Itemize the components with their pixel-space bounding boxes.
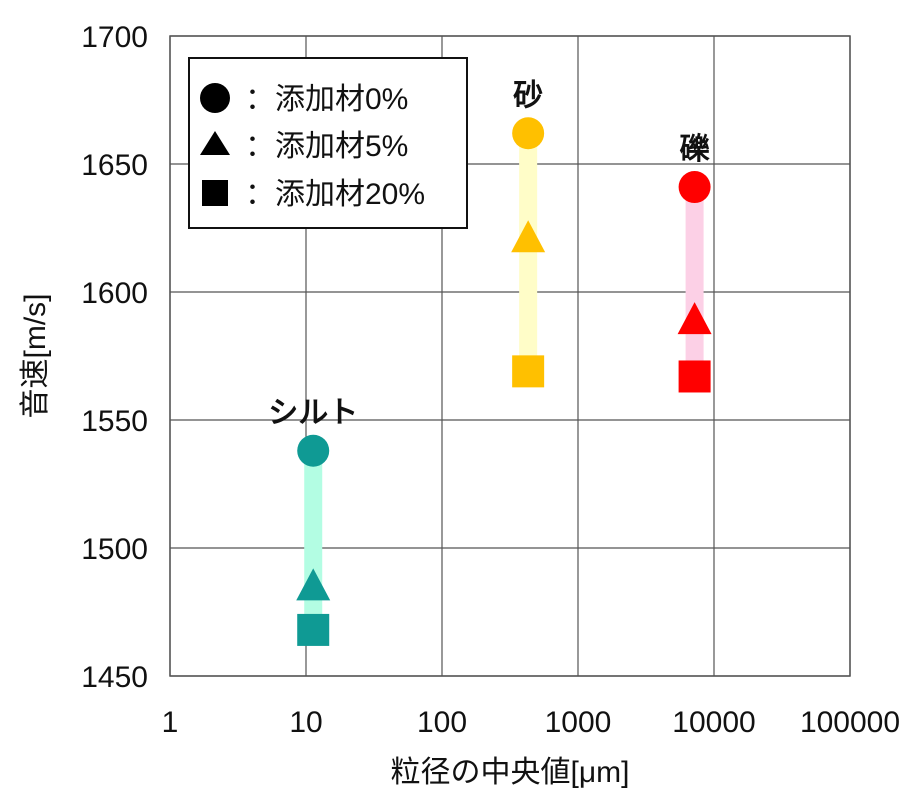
- legend: ：添加材0% ：添加材5% ：添加材20%: [188, 57, 468, 229]
- y-axis-title: 音速[m/s]: [19, 294, 52, 419]
- x-tick-label: 10000: [672, 706, 755, 739]
- group-label: 砂: [513, 79, 543, 112]
- range-band: [685, 187, 704, 377]
- triangle-marker: [677, 302, 712, 335]
- triangle-marker-icon: [200, 131, 230, 155]
- square-marker: [678, 360, 711, 393]
- x-tick-label: 1: [162, 706, 179, 739]
- legend-box: [188, 57, 468, 229]
- x-axis-ticks: 1 10 100 1000 10000 100000: [162, 706, 900, 739]
- group-2: 礫: [677, 133, 712, 393]
- y-tick-label: 1650: [81, 149, 148, 182]
- y-tick-label: 1500: [81, 533, 148, 566]
- group-label: 礫: [680, 133, 711, 166]
- y-tick-label: 1450: [81, 661, 148, 694]
- circle-marker-icon: [200, 83, 230, 113]
- y-tick-label: 1700: [81, 21, 148, 54]
- x-tick-label: 100000: [800, 706, 900, 739]
- square-marker: [512, 355, 545, 388]
- circle-marker: [678, 171, 711, 204]
- x-tick-label: 1000: [545, 706, 612, 739]
- square-marker-icon: [202, 180, 228, 206]
- x-tick-label: 10: [289, 706, 322, 739]
- legend-label-0: ：添加材0%: [245, 83, 408, 116]
- group-label: シルト: [268, 397, 358, 430]
- x-axis-title: 粒径の中央値[μm]: [391, 756, 630, 789]
- y-axis-ticks: 1450 1500 1550 1600 1650 1700: [81, 21, 148, 694]
- group-0: シルト: [268, 397, 358, 646]
- range-band: [519, 133, 538, 372]
- triangle-marker: [511, 220, 546, 253]
- range-band: [304, 450, 323, 630]
- data-series: シルト 砂礫: [268, 79, 712, 646]
- circle-marker: [297, 434, 330, 467]
- y-tick-label: 1600: [81, 277, 148, 310]
- legend-label-5: ：添加材5%: [245, 130, 408, 163]
- y-tick-label: 1550: [81, 405, 148, 438]
- square-marker: [297, 613, 330, 646]
- circle-marker: [512, 117, 545, 150]
- plot-area: [169, 35, 851, 677]
- group-1: 砂: [511, 79, 546, 388]
- triangle-marker: [296, 568, 331, 601]
- legend-label-20: ：添加材20%: [245, 178, 425, 211]
- x-tick-label: 100: [417, 706, 467, 739]
